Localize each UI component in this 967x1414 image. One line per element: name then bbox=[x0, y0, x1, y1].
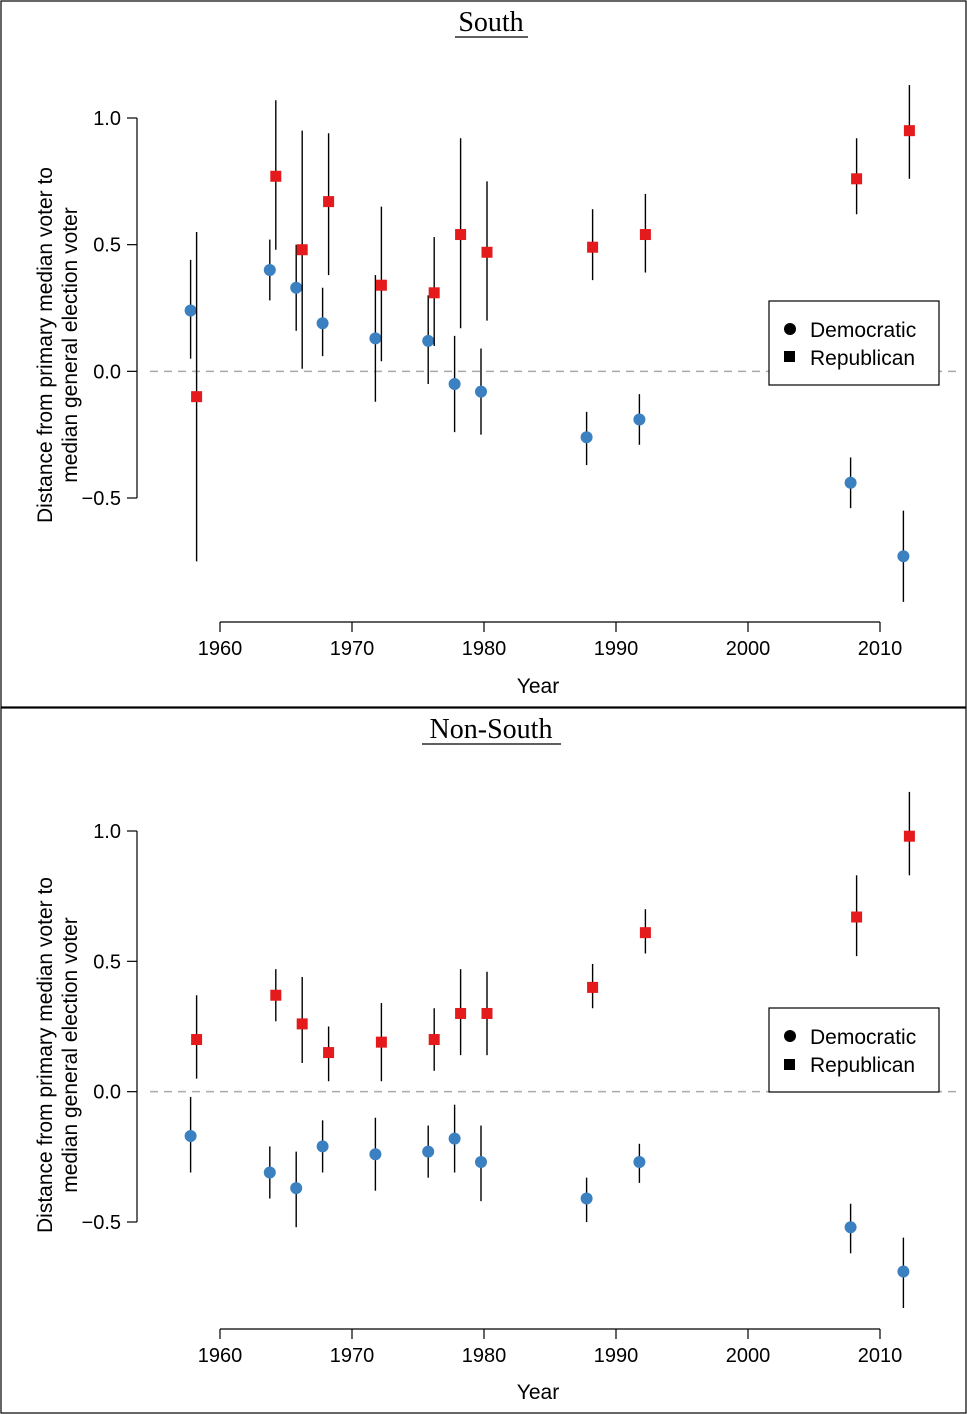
y-tick-label: −0.5 bbox=[82, 1212, 121, 1234]
democratic-point bbox=[448, 1132, 461, 1145]
panel-title: South bbox=[458, 7, 523, 38]
legend-label-democratic: Democratic bbox=[810, 319, 916, 342]
republican-point bbox=[639, 927, 651, 939]
x-tick-label: 1980 bbox=[462, 1345, 507, 1367]
republican-point bbox=[296, 244, 308, 256]
republican-point bbox=[375, 279, 387, 291]
republican-point bbox=[270, 170, 282, 182]
y-axis-label: Distance from primary median voter tomed… bbox=[34, 167, 82, 523]
republican-point bbox=[587, 241, 599, 253]
democratic-point bbox=[633, 413, 646, 426]
democratic-point bbox=[290, 1182, 303, 1195]
panel-title: Non-South bbox=[430, 714, 553, 745]
panel-frame bbox=[0, 0, 967, 708]
republican-point bbox=[455, 229, 467, 241]
republican-point bbox=[375, 1036, 387, 1048]
legend-marker-democratic bbox=[784, 1030, 796, 1042]
y-tick-label: 0.0 bbox=[93, 361, 121, 383]
democratic-point bbox=[475, 385, 487, 398]
x-tick-label: 2010 bbox=[858, 638, 903, 660]
y-tick-label: −0.5 bbox=[82, 488, 121, 510]
republican-point bbox=[191, 1034, 203, 1046]
legend-label-republican: Republican bbox=[810, 347, 915, 370]
x-tick-label: 1960 bbox=[198, 1345, 243, 1367]
x-tick-label: 1970 bbox=[330, 1345, 375, 1367]
republican-point bbox=[296, 1018, 308, 1030]
republican-point bbox=[428, 1034, 440, 1046]
y-tick-label: 1.0 bbox=[93, 821, 121, 843]
x-tick-label: 2010 bbox=[858, 1345, 903, 1367]
data-marks bbox=[184, 85, 915, 602]
x-axis: 1960 1970 1980 1990 2000 2010 bbox=[198, 621, 903, 660]
y-axis-label: Distance from primary median voter tomed… bbox=[34, 877, 82, 1233]
republican-point bbox=[428, 287, 440, 299]
democratic-point bbox=[897, 550, 910, 563]
democratic-point bbox=[369, 332, 382, 345]
y-axis: 1.0 0.5 0.0 −0.5 bbox=[82, 108, 138, 510]
x-tick-label: 2000 bbox=[726, 1345, 771, 1367]
republican-point bbox=[903, 125, 915, 137]
legend-label-democratic: Democratic bbox=[810, 1026, 916, 1049]
democratic-point bbox=[422, 334, 435, 347]
democratic-point bbox=[580, 1192, 593, 1205]
republican-point bbox=[323, 1047, 335, 1059]
republican-point bbox=[323, 196, 335, 208]
republican-point bbox=[903, 830, 915, 842]
panel-non-south: Non-South 1.0 0.5 0.0 −0.5 1960 1970 1980 1990… bbox=[0, 707, 967, 1414]
y-tick-label: 1.0 bbox=[93, 108, 121, 130]
x-tick-label: 1970 bbox=[330, 638, 375, 660]
republican-point bbox=[191, 391, 203, 403]
republican-point bbox=[851, 173, 863, 185]
republican-point bbox=[481, 246, 493, 258]
legend-marker-republican bbox=[784, 1059, 795, 1070]
x-tick-label: 1980 bbox=[462, 638, 507, 660]
republican-point bbox=[455, 1007, 467, 1019]
republican-point bbox=[481, 1007, 493, 1019]
legend: Democratic Republican bbox=[768, 300, 940, 386]
legend-marker-republican bbox=[784, 351, 795, 362]
democratic-point bbox=[633, 1156, 646, 1169]
democratic-point bbox=[184, 304, 197, 317]
democratic-point bbox=[290, 281, 303, 294]
legend: Democratic Republican bbox=[768, 1007, 940, 1093]
x-axis-label: Year bbox=[517, 675, 559, 698]
legend-marker-democratic bbox=[784, 323, 796, 335]
democratic-point bbox=[422, 1145, 435, 1158]
democratic-point bbox=[448, 378, 461, 390]
republican-point bbox=[587, 981, 599, 993]
x-tick-label: 1990 bbox=[594, 1345, 639, 1367]
legend-box bbox=[768, 300, 940, 386]
data-marks bbox=[184, 791, 915, 1309]
x-tick-label: 1960 bbox=[198, 638, 243, 660]
republican-point bbox=[270, 989, 282, 1001]
democratic-point bbox=[316, 1140, 329, 1153]
legend-box bbox=[768, 1007, 940, 1093]
republican-point bbox=[851, 911, 863, 923]
democratic-point bbox=[263, 264, 276, 276]
democratic-point bbox=[369, 1148, 382, 1161]
y-tick-label: 0.5 bbox=[93, 235, 121, 257]
democratic-point bbox=[844, 476, 857, 489]
x-axis: 1960 1970 1980 1990 2000 2010 bbox=[198, 1328, 903, 1367]
democratic-point bbox=[316, 317, 329, 330]
democratic-point bbox=[184, 1129, 197, 1142]
y-tick-label: 0.5 bbox=[93, 951, 121, 973]
democratic-point bbox=[844, 1221, 857, 1234]
democratic-point bbox=[475, 1156, 487, 1169]
legend-label-republican: Republican bbox=[810, 1054, 915, 1077]
x-tick-label: 1990 bbox=[594, 638, 639, 660]
democratic-point bbox=[580, 431, 593, 444]
y-axis: 1.0 0.5 0.0 −0.5 bbox=[82, 821, 138, 1234]
democratic-point bbox=[897, 1265, 910, 1278]
x-tick-label: 2000 bbox=[726, 638, 771, 660]
republican-point bbox=[639, 229, 651, 241]
democratic-point bbox=[263, 1166, 276, 1179]
x-axis-label: Year bbox=[517, 1381, 559, 1404]
panel-frame bbox=[0, 707, 967, 1414]
y-tick-label: 0.0 bbox=[93, 1082, 121, 1104]
panel-south: South 1.0 0.5 0.0 −0.5 1960 1970 1980 1990 2000… bbox=[0, 0, 967, 708]
